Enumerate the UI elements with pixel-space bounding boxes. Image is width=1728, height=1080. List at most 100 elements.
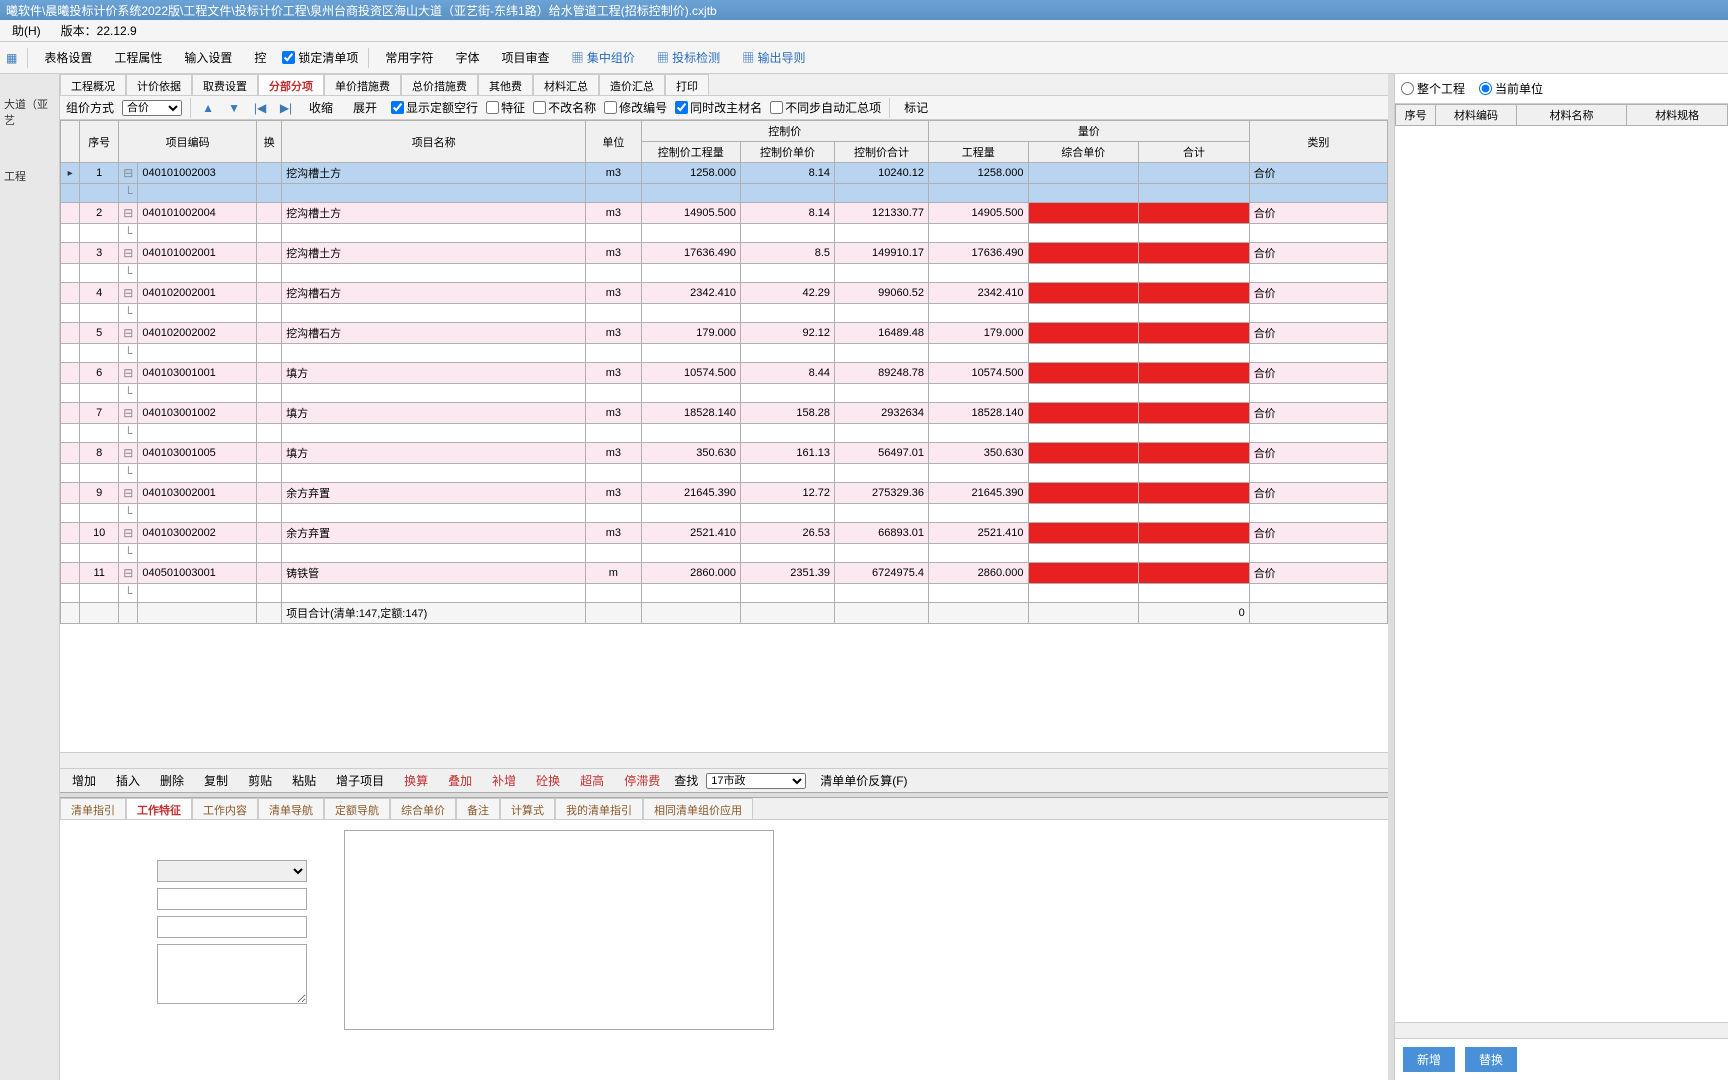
cb-nosync[interactable] xyxy=(770,101,783,114)
detail-select[interactable] xyxy=(157,860,307,882)
table-subrow[interactable]: └ xyxy=(61,504,1388,523)
table-subrow[interactable]: └ xyxy=(61,184,1388,203)
main-tab-2[interactable]: 取费设置 xyxy=(192,74,258,95)
act-copy[interactable]: 复制 xyxy=(198,769,234,792)
act-over[interactable]: 超高 xyxy=(574,769,610,792)
table-row[interactable]: 2 ⊟ 040101002004挖沟槽土方m3 14905.5008.14121… xyxy=(61,203,1388,224)
main-tab-9[interactable]: 打印 xyxy=(665,74,709,95)
act-supp[interactable]: 补增 xyxy=(486,769,522,792)
nav-up-icon[interactable]: ▲ xyxy=(199,99,217,117)
table-row[interactable]: 5 ⊟ 040102002002挖沟槽石方m3 179.00092.121648… xyxy=(61,323,1388,344)
table-subrow[interactable]: └ xyxy=(61,584,1388,603)
table-subrow[interactable]: └ xyxy=(61,464,1388,483)
menu-help[interactable]: 助(H) xyxy=(6,19,47,42)
material-grid[interactable]: 序号 材料编码 材料名称 材料规格 xyxy=(1395,104,1728,126)
act-insert[interactable]: 插入 xyxy=(110,769,146,792)
table-row[interactable]: 6 ⊟ 040103001001填方m3 10574.5008.4489248.… xyxy=(61,363,1388,384)
table-row[interactable]: 11 ⊟ 040501003001铸铁管m 2860.0002351.39672… xyxy=(61,563,1388,584)
export-button[interactable]: ▦ 输出导则 xyxy=(736,46,811,69)
cb-show-empty[interactable] xyxy=(391,101,404,114)
bottom-tab-4[interactable]: 定额导航 xyxy=(324,798,390,819)
hdr-name[interactable]: 项目名称 xyxy=(282,121,586,163)
hdr-cat[interactable]: 类别 xyxy=(1249,121,1387,163)
act-reverse[interactable]: 清单单价反算(F) xyxy=(814,769,913,792)
table-subrow[interactable]: └ xyxy=(61,544,1388,563)
table-subrow[interactable]: └ xyxy=(61,424,1388,443)
save-icon[interactable]: ▦ xyxy=(6,51,17,65)
hdr-ctrl-unit[interactable]: 控制价单价 xyxy=(741,142,835,163)
act-paste[interactable]: 粘贴 xyxy=(286,769,322,792)
main-tab-5[interactable]: 总价措施费 xyxy=(401,74,478,95)
bottom-tab-6[interactable]: 备注 xyxy=(456,798,500,819)
font-button[interactable]: 字体 xyxy=(449,46,485,69)
main-tab-4[interactable]: 单价措施费 xyxy=(324,74,401,95)
right-h-scrollbar[interactable] xyxy=(1395,1022,1728,1038)
bottom-tab-0[interactable]: 清单指引 xyxy=(60,798,126,819)
table-row[interactable]: 8 ⊟ 040103001005填方m3 350.630161.1356497.… xyxy=(61,443,1388,464)
radio-whole[interactable]: 整个工程 xyxy=(1401,80,1465,97)
bottom-tab-9[interactable]: 相同清单组价应用 xyxy=(643,798,753,819)
hdr-unit[interactable]: 单位 xyxy=(586,121,641,163)
common-chars-button[interactable]: 常用字符 xyxy=(379,46,439,69)
bottom-tab-3[interactable]: 清单导航 xyxy=(258,798,324,819)
main-tab-6[interactable]: 其他费 xyxy=(478,74,533,95)
act-repl[interactable]: 砼换 xyxy=(530,769,566,792)
hdr-total[interactable]: 合计 xyxy=(1139,142,1250,163)
replace-button[interactable]: 替换 xyxy=(1465,1047,1517,1072)
act-swap[interactable]: 换算 xyxy=(398,769,434,792)
cb-editnum[interactable] xyxy=(604,101,617,114)
act-cut[interactable]: 剪贴 xyxy=(242,769,278,792)
mark-button[interactable]: 标记 xyxy=(898,96,934,119)
main-grid[interactable]: 序号 项目编码 换 项目名称 单位 控制价 量价 类别 控制价工程量 控制价单价… xyxy=(60,120,1388,624)
find-select[interactable]: 17市政 xyxy=(706,773,806,789)
hdr-ctrl-qty[interactable]: 控制价工程量 xyxy=(641,142,741,163)
mat-hdr-name[interactable]: 材料名称 xyxy=(1516,105,1627,126)
hdr-code[interactable]: 项目编码 xyxy=(119,121,257,163)
group-price-button[interactable]: ▦ 集中组价 xyxy=(565,46,640,69)
lock-checkbox-input[interactable] xyxy=(282,51,295,64)
table-row[interactable]: 7 ⊟ 040103001002填方m3 18528.140158.282932… xyxy=(61,403,1388,424)
price-mode-select[interactable]: 合价 xyxy=(122,100,182,116)
h-scrollbar[interactable] xyxy=(60,752,1388,768)
mat-hdr-seq[interactable]: 序号 xyxy=(1396,105,1436,126)
bottom-tab-7[interactable]: 计算式 xyxy=(500,798,555,819)
table-subrow[interactable]: └ xyxy=(61,264,1388,283)
mat-hdr-code[interactable]: 材料编码 xyxy=(1436,105,1516,126)
bid-check-button[interactable]: ▦ 投标检测 xyxy=(651,46,726,69)
main-tab-0[interactable]: 工程概况 xyxy=(60,74,126,95)
bottom-tab-8[interactable]: 我的清单指引 xyxy=(555,798,643,819)
bottom-tab-5[interactable]: 综合单价 xyxy=(390,798,456,819)
radio-current[interactable]: 当前单位 xyxy=(1479,80,1543,97)
table-row[interactable]: ▸ 1 ⊟ 040101002003挖沟槽土方m3 1258.0008.1410… xyxy=(61,163,1388,184)
act-add[interactable]: 增加 xyxy=(66,769,102,792)
detail-textarea[interactable] xyxy=(157,944,307,1004)
hdr-ctrl-grp[interactable]: 控制价 xyxy=(641,121,928,142)
proj-review-button[interactable]: 项目审查 xyxy=(495,46,555,69)
proj-props-button[interactable]: 工程属性 xyxy=(108,46,168,69)
detail-input-2[interactable] xyxy=(157,916,307,938)
table-subrow[interactable]: └ xyxy=(61,344,1388,363)
bottom-tab-1[interactable]: 工作特征 xyxy=(126,798,192,819)
hdr-qty[interactable]: 工程量 xyxy=(929,142,1029,163)
lock-checkbox[interactable]: 锁定清单项 xyxy=(282,49,358,66)
hdr-seq[interactable]: 序号 xyxy=(80,121,119,163)
ctrl-button[interactable]: 控 xyxy=(248,46,272,69)
cb-noname[interactable] xyxy=(533,101,546,114)
main-tab-3[interactable]: 分部分项 xyxy=(258,74,324,95)
main-tab-1[interactable]: 计价依据 xyxy=(126,74,192,95)
nav-down-icon[interactable]: ▼ xyxy=(225,99,243,117)
hdr-comp-unit[interactable]: 综合单价 xyxy=(1028,142,1139,163)
table-subrow[interactable]: └ xyxy=(61,224,1388,243)
cb-feature[interactable] xyxy=(486,101,499,114)
nav-first-icon[interactable]: |◀ xyxy=(251,99,269,117)
nav-last-icon[interactable]: ▶| xyxy=(277,99,295,117)
mat-hdr-spec[interactable]: 材料规格 xyxy=(1627,105,1728,126)
cb-samemat[interactable] xyxy=(675,101,688,114)
hdr-qty-grp[interactable]: 量价 xyxy=(929,121,1250,142)
collapse-button[interactable]: 收缩 xyxy=(303,96,339,119)
main-tab-8[interactable]: 造价汇总 xyxy=(599,74,665,95)
new-button[interactable]: 新增 xyxy=(1403,1047,1455,1072)
table-subrow[interactable]: └ xyxy=(61,384,1388,403)
act-sub[interactable]: 增子项目 xyxy=(330,769,390,792)
table-subrow[interactable]: └ xyxy=(61,304,1388,323)
